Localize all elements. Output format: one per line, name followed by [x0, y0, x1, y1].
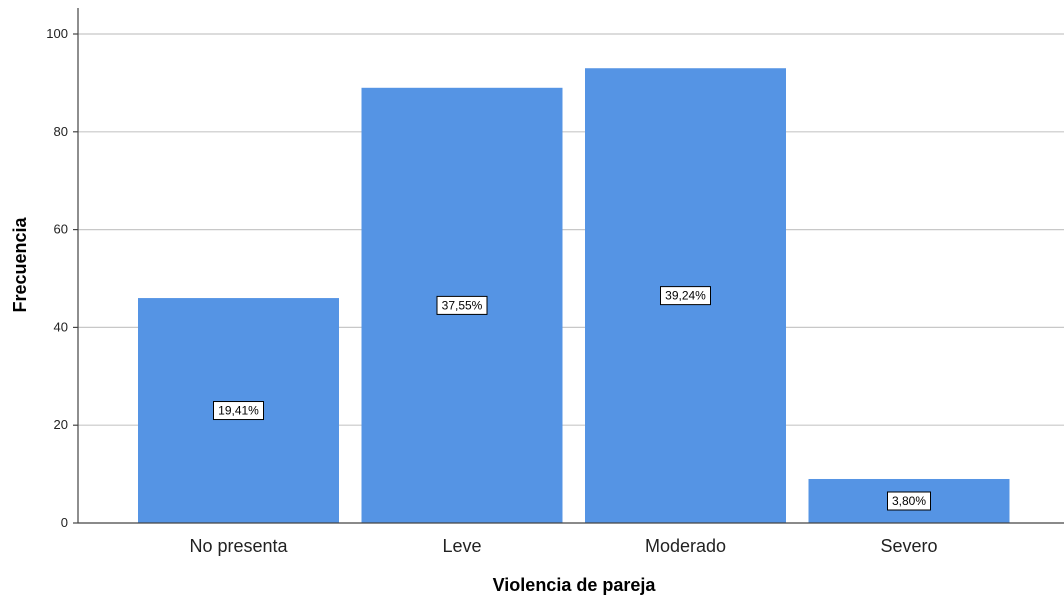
data-label: 19,41% — [213, 401, 264, 421]
y-tick-label: 20 — [54, 417, 68, 432]
axes — [77, 8, 1064, 524]
y-tick-label: 40 — [54, 319, 68, 334]
x-tick-label: Leve — [442, 536, 481, 556]
x-tick-label: No presenta — [189, 536, 288, 556]
y-tick-label: 0 — [61, 515, 68, 530]
y-tick-label: 80 — [54, 124, 68, 139]
data-label-text: 37,55% — [442, 298, 483, 312]
data-label-box — [213, 401, 264, 421]
y-axis-title: Frecuencia — [10, 216, 30, 312]
x-tick-label: Moderado — [645, 536, 726, 556]
y-tick-label: 60 — [54, 222, 68, 237]
data-label-text: 19,41% — [218, 404, 259, 418]
data-label-box — [887, 491, 931, 511]
bars — [138, 68, 1010, 523]
x-tick-label: Severo — [880, 536, 937, 556]
data-label: 3,80% — [887, 491, 931, 511]
data-label-box — [436, 295, 488, 315]
y-tick-label: 100 — [46, 26, 68, 41]
data-label: 39,24% — [660, 286, 711, 306]
data-labels: 19,41% 37,55% 39,24% 3,80% — [213, 286, 931, 511]
data-label-text: 39,24% — [665, 289, 706, 303]
x-axis-title: Violencia de pareja — [493, 575, 657, 595]
data-label: 37,55% — [436, 295, 488, 315]
y-tick-labels: 0 20 40 60 80 100 — [46, 26, 78, 530]
data-label-text: 3,80% — [892, 494, 926, 508]
x-tick-labels: No presenta Leve Moderado Severo — [189, 536, 937, 556]
data-label-box — [660, 286, 711, 306]
